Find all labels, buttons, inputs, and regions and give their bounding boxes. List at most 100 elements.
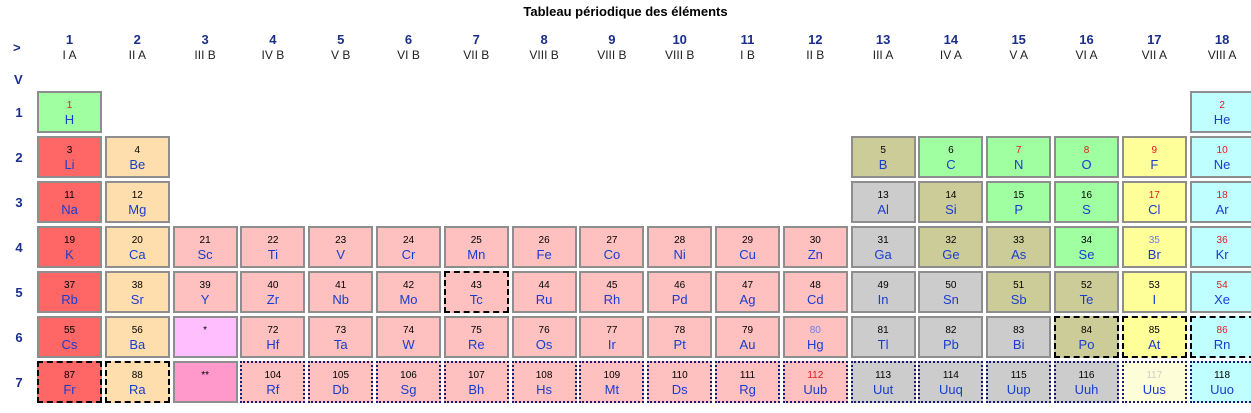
- element-cell-sb[interactable]: 51 Sb: [986, 271, 1052, 313]
- element-cell-pd[interactable]: 46 Pd: [647, 271, 713, 313]
- element-cell-bi[interactable]: 83 Bi: [986, 316, 1052, 358]
- element-cell-in[interactable]: 49 In: [850, 271, 916, 313]
- element-symbol: Ra: [128, 382, 146, 397]
- element-cell-actinides[interactable]: **: [172, 361, 238, 403]
- element-cell-ne[interactable]: 10 Ne: [1189, 136, 1251, 178]
- element-cell-xe[interactable]: 54 Xe: [1189, 271, 1251, 313]
- element-cell-al[interactable]: 13 Al: [850, 181, 916, 223]
- element-cell-be[interactable]: 4 Be: [104, 136, 170, 178]
- element-cell-se[interactable]: 34 Se: [1054, 226, 1119, 268]
- element-cell-au[interactable]: 79 Au: [715, 316, 780, 358]
- group-roman: VII A: [1141, 48, 1167, 62]
- element-cell-hg[interactable]: 80 Hg: [782, 316, 848, 358]
- element-cell-db[interactable]: 105 Db: [308, 361, 374, 403]
- element-cell-w[interactable]: 74 W: [376, 316, 441, 358]
- element-symbol: Bh: [468, 382, 485, 397]
- element-cell-li[interactable]: 3 Li: [37, 136, 102, 178]
- element-cell-cd[interactable]: 48 Cd: [782, 271, 848, 313]
- element-cell-bh[interactable]: 107 Bh: [443, 361, 509, 403]
- element-cell-rb[interactable]: 37 Rb: [37, 271, 102, 313]
- element-cell-ta[interactable]: 73 Ta: [308, 316, 374, 358]
- element-cell-si[interactable]: 14 Si: [918, 181, 984, 223]
- element-cell-sn[interactable]: 50 Sn: [918, 271, 984, 313]
- element-cell-i[interactable]: 53 I: [1121, 271, 1187, 313]
- element-cell-fe[interactable]: 26 Fe: [511, 226, 577, 268]
- element-cell-ge[interactable]: 32 Ge: [918, 226, 984, 268]
- element-cell-ir[interactable]: 77 Ir: [579, 316, 645, 358]
- element-cell-at[interactable]: 85 At: [1121, 316, 1187, 358]
- element-cell-p[interactable]: 15 P: [986, 181, 1052, 223]
- element-cell-uuq[interactable]: 114 Uuq: [918, 361, 984, 403]
- element-cell-ni[interactable]: 28 Ni: [647, 226, 713, 268]
- element-cell-hs[interactable]: 108 Hs: [511, 361, 577, 403]
- element-cell-tc[interactable]: 43 Tc: [443, 271, 509, 313]
- element-cell-ru[interactable]: 44 Ru: [511, 271, 577, 313]
- element-cell-rf[interactable]: 104 Rf: [240, 361, 306, 403]
- element-cell-uut[interactable]: 113 Uut: [850, 361, 916, 403]
- element-cell-mg[interactable]: 12 Mg: [104, 181, 170, 223]
- element-cell-ag[interactable]: 47 Ag: [715, 271, 780, 313]
- element-cell-ti[interactable]: 22 Ti: [240, 226, 306, 268]
- element-cell-uuh[interactable]: 116 Uuh: [1054, 361, 1119, 403]
- element-cell-cr[interactable]: 24 Cr: [376, 226, 441, 268]
- element-cell-ca[interactable]: 20 Ca: [104, 226, 170, 268]
- element-cell-ds[interactable]: 110 Ds: [647, 361, 713, 403]
- element-cell-br[interactable]: 35 Br: [1121, 226, 1187, 268]
- element-cell-sc[interactable]: 21 Sc: [172, 226, 238, 268]
- element-cell-ga[interactable]: 31 Ga: [850, 226, 916, 268]
- atomic-number: 14: [945, 190, 957, 201]
- element-cell-ra[interactable]: 88 Ra: [104, 361, 170, 403]
- element-cell-zr[interactable]: 40 Zr: [240, 271, 306, 313]
- element-cell-sg[interactable]: 106 Sg: [376, 361, 441, 403]
- element-cell-zn[interactable]: 30 Zn: [782, 226, 848, 268]
- element-cell-co[interactable]: 27 Co: [579, 226, 645, 268]
- element-cell-kr[interactable]: 36 Kr: [1189, 226, 1251, 268]
- element-cell-uub[interactable]: 112 Uub: [782, 361, 848, 403]
- element-cell-he[interactable]: 2 He: [1189, 91, 1251, 133]
- element-cell-rn[interactable]: 86 Rn: [1189, 316, 1251, 358]
- element-cell-pt[interactable]: 78 Pt: [647, 316, 713, 358]
- element-cell-ba[interactable]: 56 Ba: [104, 316, 170, 358]
- element-cell-re[interactable]: 75 Re: [443, 316, 509, 358]
- atomic-number: 55: [63, 325, 76, 336]
- element-cell-ar[interactable]: 18 Ar: [1189, 181, 1251, 223]
- element-cell-hf[interactable]: 72 Hf: [240, 316, 306, 358]
- element-cell-tl[interactable]: 81 Tl: [850, 316, 916, 358]
- element-cell-mt[interactable]: 109 Mt: [579, 361, 645, 403]
- element-cell-lanthanides[interactable]: *: [172, 316, 238, 358]
- element-symbol: Kr: [1215, 247, 1229, 262]
- element-cell-mo[interactable]: 42 Mo: [376, 271, 441, 313]
- element-symbol: Ta: [333, 337, 348, 352]
- element-cell-v[interactable]: 23 V: [308, 226, 374, 268]
- element-cell-na[interactable]: 11 Na: [37, 181, 102, 223]
- element-cell-cu[interactable]: 29 Cu: [715, 226, 780, 268]
- element-cell-sr[interactable]: 38 Sr: [104, 271, 170, 313]
- group-roman: II B: [806, 48, 825, 62]
- element-cell-rh[interactable]: 45 Rh: [579, 271, 645, 313]
- element-cell-nb[interactable]: 41 Nb: [308, 271, 374, 313]
- element-cell-k[interactable]: 19 K: [37, 226, 102, 268]
- element-cell-mn[interactable]: 25 Mn: [443, 226, 509, 268]
- group-number: 9: [608, 32, 616, 47]
- element-cell-y[interactable]: 39 Y: [172, 271, 238, 313]
- element-cell-s[interactable]: 16 S: [1054, 181, 1119, 223]
- element-cell-uuo[interactable]: 118 Uuo: [1189, 361, 1251, 403]
- atomic-number: 8: [1083, 145, 1090, 156]
- element-cell-cs[interactable]: 55 Cs: [37, 316, 102, 358]
- element-cell-te[interactable]: 52 Te: [1054, 271, 1119, 313]
- element-cell-fr[interactable]: 87 Fr: [37, 361, 102, 403]
- element-cell-po[interactable]: 84 Po: [1054, 316, 1119, 358]
- element-cell-uus[interactable]: 117 Uus: [1121, 361, 1187, 403]
- element-cell-rg[interactable]: 111 Rg: [715, 361, 780, 403]
- element-cell-pb[interactable]: 82 Pb: [918, 316, 984, 358]
- element-cell-cl[interactable]: 17 Cl: [1121, 181, 1187, 223]
- element-cell-uup[interactable]: 115 Uup: [986, 361, 1052, 403]
- element-cell-as[interactable]: 33 As: [986, 226, 1052, 268]
- element-cell-os[interactable]: 76 Os: [511, 316, 577, 358]
